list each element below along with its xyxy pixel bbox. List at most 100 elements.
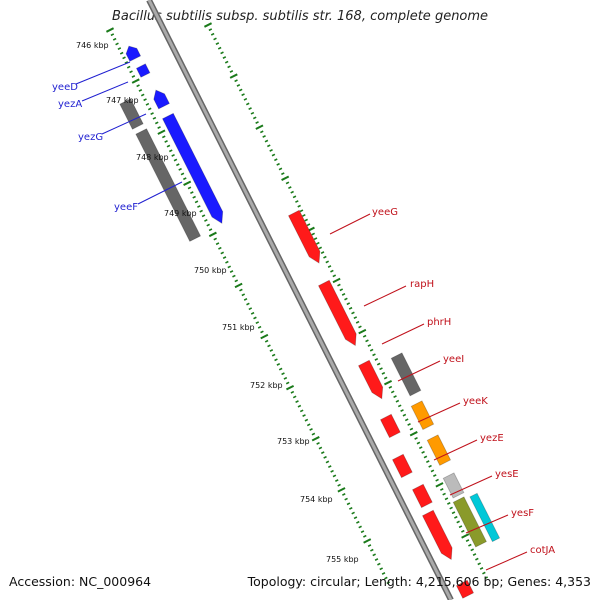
grid-tick [281, 175, 290, 181]
label-leader [485, 551, 528, 571]
gene-label-right[interactable]: phrH [427, 317, 451, 328]
topology-text: Topology: circular; Length: 4,215,606 bp… [247, 574, 591, 589]
grid-tick [171, 153, 175, 157]
grid-tick [274, 158, 278, 162]
gene-feature-red[interactable] [391, 453, 413, 479]
grid-tick [302, 414, 306, 417]
grid-tick [192, 195, 196, 199]
grid-tick [332, 277, 341, 284]
gene-feature-blue[interactable] [125, 45, 142, 62]
grid-tick [264, 339, 269, 343]
grid-tick [222, 56, 227, 59]
gene-feature-blue[interactable] [135, 63, 151, 78]
grid-tick [297, 204, 301, 208]
grid-tick [325, 260, 330, 264]
gene-feature-gray[interactable] [119, 98, 144, 130]
grid-tick [271, 353, 276, 357]
gene-label-left[interactable]: yezA [58, 99, 82, 110]
gene-feature-gray[interactable] [135, 128, 202, 242]
grid-tick [238, 88, 243, 92]
grid-tick [131, 75, 136, 78]
grid-tick [129, 70, 133, 74]
grid-tick [269, 148, 273, 152]
grid-tick [475, 557, 479, 561]
gene-label-left[interactable]: yeeD [52, 82, 78, 93]
grid-tick [383, 379, 393, 386]
grid-tick [468, 543, 472, 547]
grid-tick [208, 28, 213, 32]
grid-tick [157, 129, 166, 135]
grid-tick [236, 83, 241, 87]
grid-tick [225, 260, 229, 264]
gene-feature-red[interactable] [357, 359, 384, 400]
gene-feature-red[interactable] [317, 279, 357, 347]
grid-tick [379, 367, 383, 371]
grid-tick [325, 460, 330, 464]
grid-tick [183, 180, 192, 186]
grid-tick [250, 111, 255, 115]
grid-tick [285, 381, 290, 385]
label-leader [329, 213, 371, 235]
grid-tick [183, 177, 187, 181]
grid-tick [423, 455, 428, 459]
kbp-tick-label: 752 kbp [250, 381, 283, 390]
grid-tick [271, 153, 276, 157]
gene-feature-gray[interactable] [390, 352, 422, 397]
gene-label-left[interactable]: yeeF [114, 202, 138, 213]
grid-tick [374, 558, 379, 561]
gene-label-right[interactable]: yeeG [372, 207, 398, 218]
gene-feature-lightgray[interactable] [442, 472, 465, 499]
label-leader [465, 514, 509, 534]
grid-tick [288, 186, 292, 190]
grid-tick [295, 400, 299, 404]
gene-feature-red[interactable] [411, 483, 433, 509]
grid-tick [243, 97, 248, 101]
gene-feature-orange[interactable] [426, 434, 452, 466]
grid-tick [316, 441, 320, 445]
grid-tick [262, 135, 266, 138]
grid-tick [206, 223, 210, 227]
gene-label-right[interactable]: yeeK [463, 396, 488, 407]
grid-tick [344, 297, 348, 301]
grid-tick [454, 515, 458, 519]
gene-feature-red[interactable] [455, 579, 475, 599]
grid-tick [201, 214, 206, 218]
label-leader [75, 61, 131, 85]
grid-tick [470, 548, 474, 552]
grid-tick [311, 432, 316, 436]
grid-tick [418, 446, 423, 450]
gene-label-right[interactable]: yezE [480, 433, 504, 444]
grid-tick [402, 413, 407, 417]
gene-feature-blue[interactable] [162, 112, 224, 224]
grid-tick [334, 479, 339, 482]
gene-feature-red[interactable] [379, 413, 401, 439]
gene-feature-orange[interactable] [410, 400, 435, 431]
grid-tick [126, 65, 131, 69]
grid-tick [241, 293, 246, 297]
grid-tick [358, 328, 367, 335]
grid-tick [266, 144, 271, 148]
grid-tick [320, 251, 325, 255]
grid-tick [425, 460, 430, 464]
gene-feature-cyan[interactable] [469, 492, 501, 543]
gene-label-right[interactable]: yeeI [443, 354, 464, 365]
grid-tick [388, 385, 393, 389]
grid-tick [414, 436, 418, 440]
gene-label-right[interactable]: yesF [511, 508, 534, 519]
grid-tick [346, 502, 351, 506]
gene-label-right[interactable]: yesE [495, 469, 519, 480]
grid-tick [395, 399, 400, 403]
gene-label-right[interactable]: rapH [410, 279, 434, 290]
grid-tick [372, 353, 376, 357]
gene-feature-red[interactable] [287, 209, 321, 264]
gene-label-left[interactable]: yezG [78, 132, 103, 143]
grid-tick [349, 506, 353, 510]
grid-tick [178, 167, 182, 171]
grid-tick [330, 269, 334, 273]
gene-label-right[interactable]: cotJA [530, 545, 555, 556]
grid-tick [143, 98, 147, 102]
grid-tick [215, 42, 220, 46]
gene-feature-red[interactable] [421, 509, 453, 561]
gene-feature-blue[interactable] [153, 89, 170, 110]
